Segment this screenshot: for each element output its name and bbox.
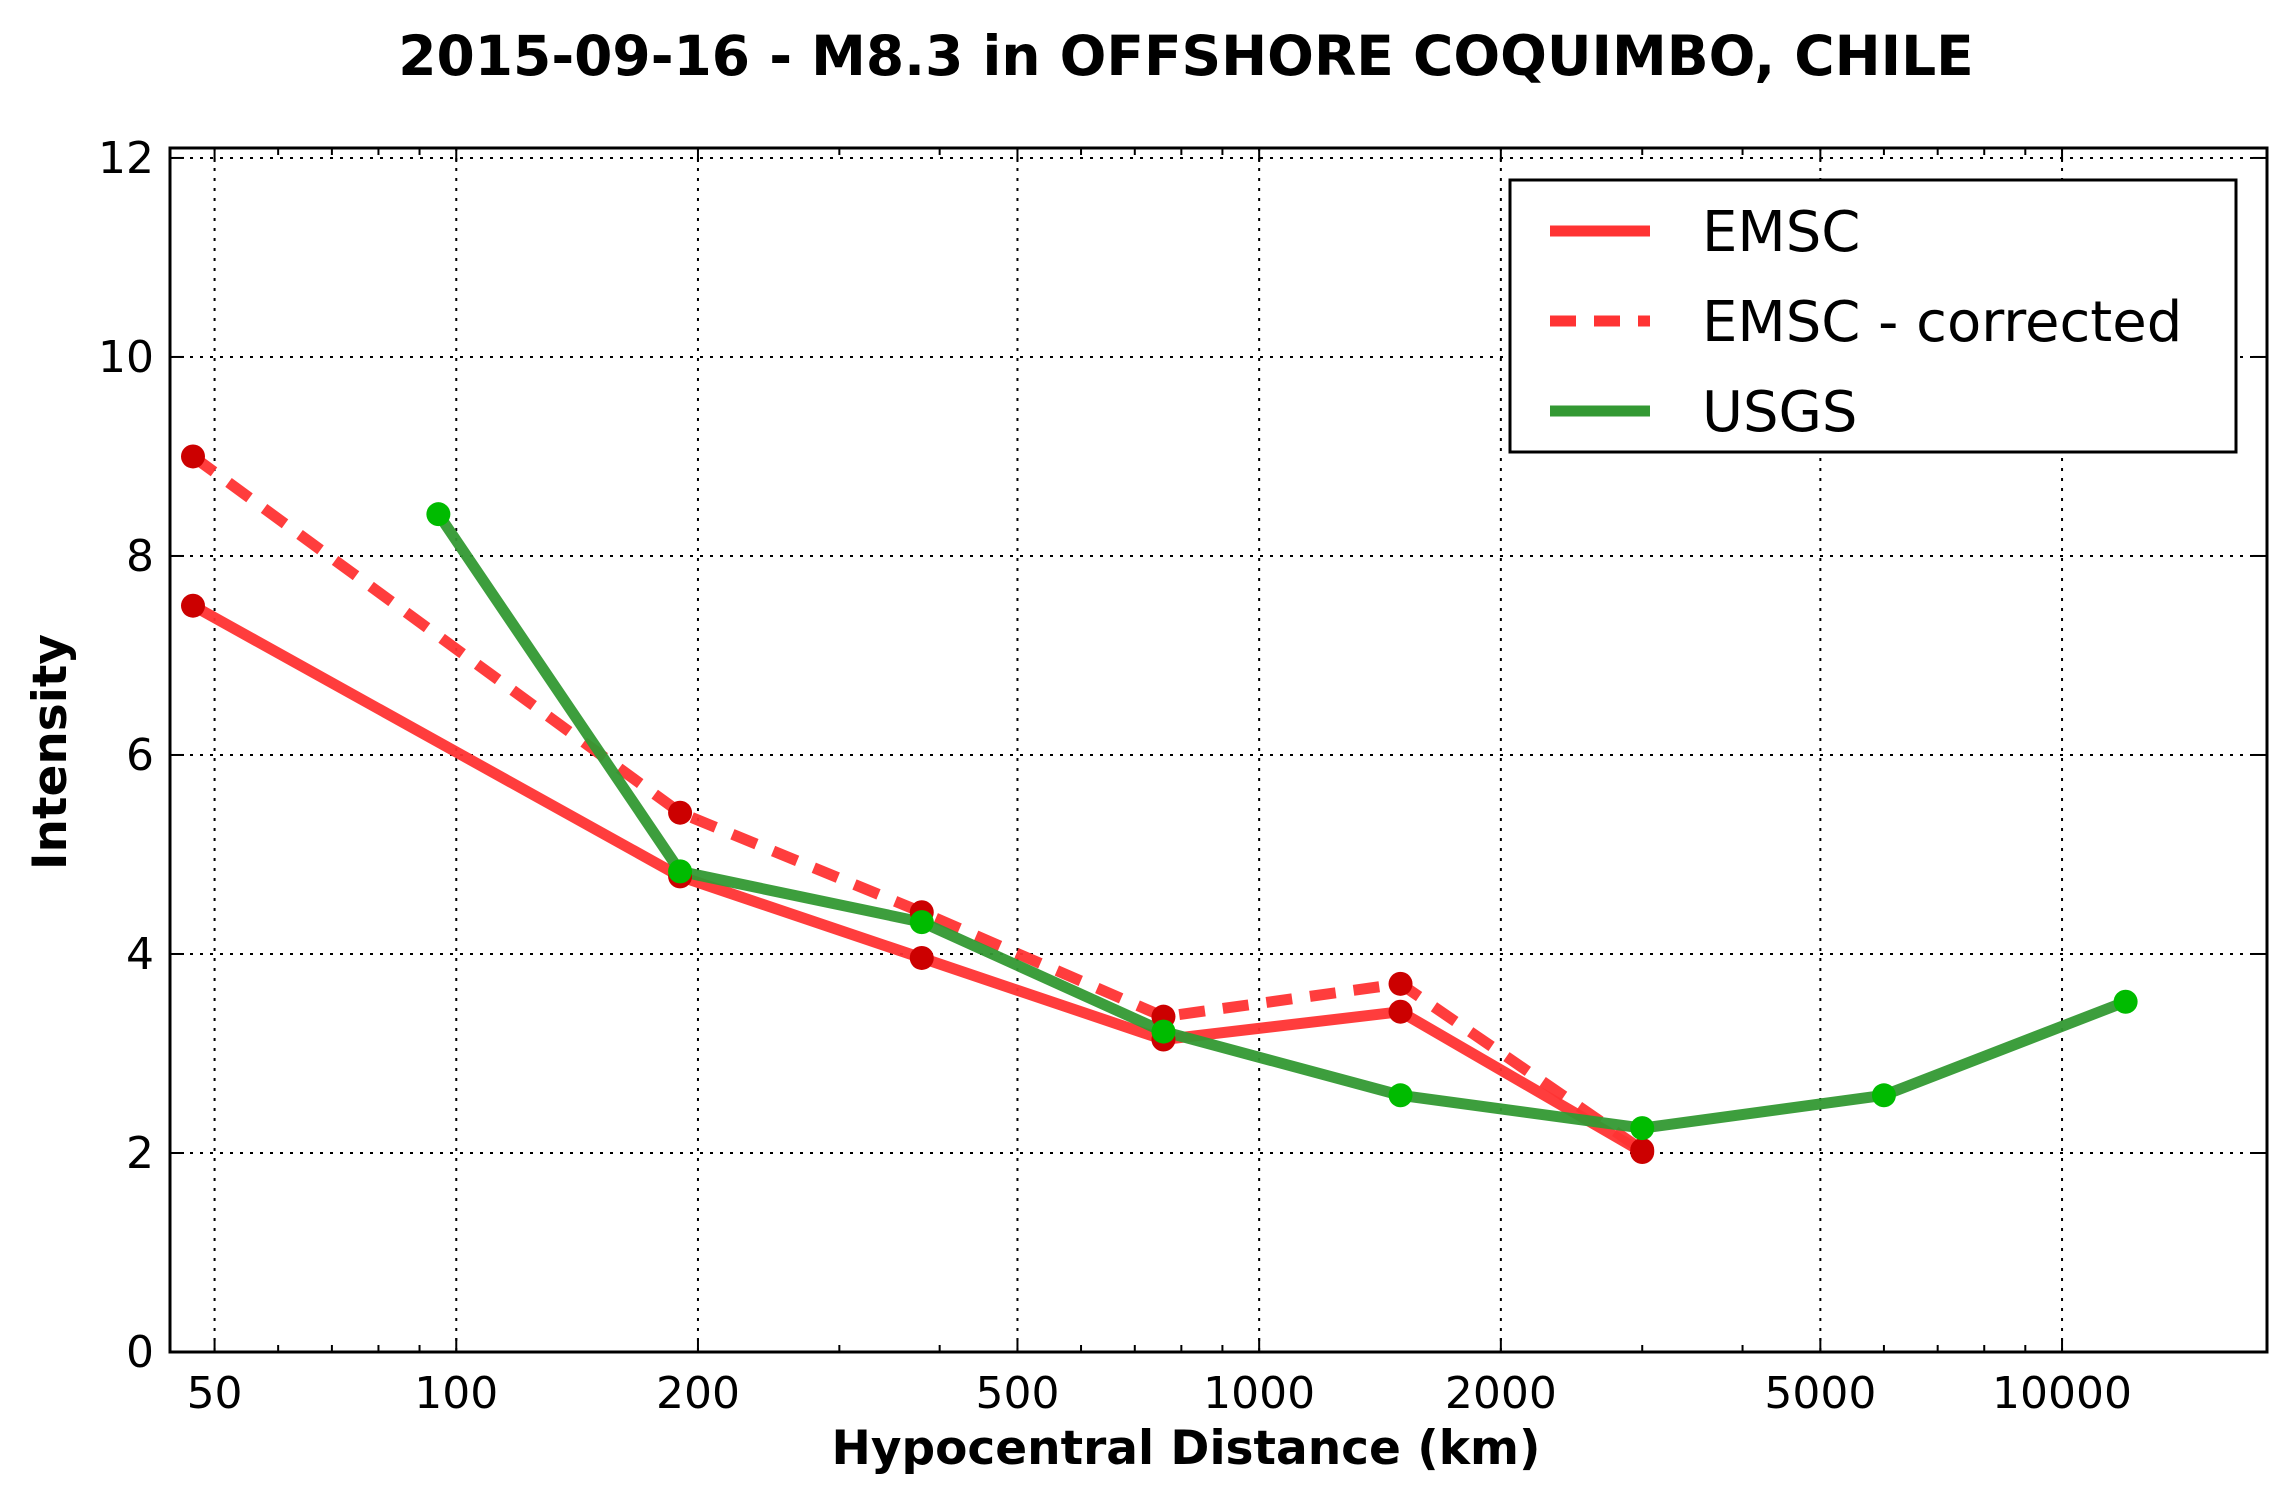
usgs-point <box>1630 1116 1655 1141</box>
plot-frame <box>168 146 2269 1354</box>
usgs-point <box>1388 1083 1413 1108</box>
legend-entry-emsc-corrected: EMSC - corrected <box>1550 290 2182 355</box>
y-tick-label: 8 <box>126 531 154 582</box>
chart-title: 2015-09-16 - M8.3 in OFFSHORE COQUIMBO, … <box>398 24 1973 88</box>
y-tick-labels: 0 2 4 6 8 10 12 <box>98 133 154 1378</box>
x-tick-label: 200 <box>656 1368 740 1419</box>
x-tick-label: 50 <box>187 1368 243 1419</box>
major-ticks <box>170 148 2267 1353</box>
legend-entry-usgs: USGS <box>1550 380 1857 445</box>
legend-label: EMSC <box>1702 200 1860 265</box>
emsc-corrected-point <box>668 800 693 825</box>
y-tick-label: 10 <box>98 332 154 383</box>
usgs-point <box>1151 1019 1176 1044</box>
usgs-point <box>1871 1083 1896 1108</box>
x-tick-label: 1000 <box>1203 1368 1315 1419</box>
x-tick-label: 10000 <box>1992 1368 2132 1419</box>
emsc-point <box>909 945 934 970</box>
series-layer <box>180 444 2138 1164</box>
emsc-corrected-point <box>1388 971 1413 996</box>
x-tick-label: 500 <box>975 1368 1059 1419</box>
emsc-corrected-point <box>180 444 205 469</box>
emsc-point <box>180 593 205 618</box>
x-axis-label: Hypocentral Distance (km) <box>832 1421 1541 1476</box>
y-axis-label: Intensity <box>23 634 78 870</box>
usgs-point <box>668 859 693 884</box>
x-tick-label: 5000 <box>1764 1368 1876 1419</box>
y-tick-label: 0 <box>126 1327 154 1378</box>
legend-entry-emsc: EMSC <box>1550 200 1860 265</box>
y-tick-label: 12 <box>98 133 154 184</box>
emsc-corrected-point <box>1630 1138 1655 1163</box>
y-tick-label: 4 <box>126 929 154 980</box>
x-tick-labels: 50 100 200 500 1000 2000 5000 10000 <box>187 1368 2132 1419</box>
legend-label: EMSC - corrected <box>1702 290 2182 355</box>
emsc-line <box>190 600 1645 1157</box>
usgs-point <box>426 502 451 527</box>
emsc-point <box>1388 999 1413 1024</box>
x-tick-label: 2000 <box>1445 1368 1557 1419</box>
x-tick-label: 100 <box>414 1368 498 1419</box>
legend-label: USGS <box>1702 380 1857 445</box>
y-tick-label: 6 <box>126 730 154 781</box>
y-tick-label: 2 <box>126 1128 154 1179</box>
usgs-point <box>909 910 934 935</box>
usgs-line <box>433 511 2128 1134</box>
usgs-point <box>2113 989 2138 1014</box>
legend: EMSC EMSC - corrected USGS <box>1508 178 2238 454</box>
legend-entries: EMSC EMSC - corrected USGS <box>1550 200 2182 445</box>
